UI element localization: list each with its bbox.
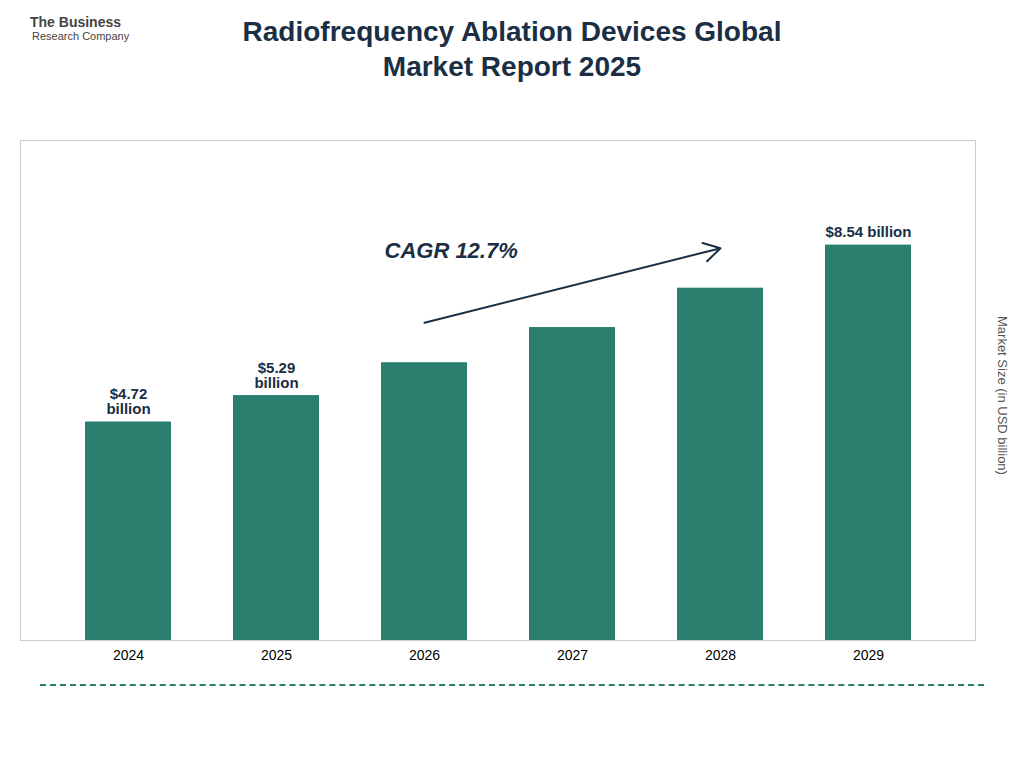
svg-text:$5.29billion: $5.29billion xyxy=(254,359,298,391)
svg-text:CAGR 12.7%: CAGR 12.7% xyxy=(385,238,518,263)
html-text:Research Company: Research Company xyxy=(32,30,130,42)
svg-text:2027: 2027 xyxy=(557,647,588,663)
svg-text:2029: 2029 xyxy=(853,647,884,663)
svg-text:2028: 2028 xyxy=(705,647,736,663)
html-text:Market Size (in USD billion): Market Size (in USD billion) xyxy=(994,315,1010,475)
svg-text:2026: 2026 xyxy=(409,647,440,663)
html-text:The Business: The Business xyxy=(30,14,121,30)
svg-text:$8.54 billion: $8.54 billion xyxy=(826,223,912,240)
svg-text:2024: 2024 xyxy=(113,647,144,663)
svg-text:$4.72billion: $4.72billion xyxy=(106,385,150,417)
html-text:Radiofrequency Ablation Device: Radiofrequency Ablation Devices Global M… xyxy=(242,16,782,82)
svg-text:2025: 2025 xyxy=(261,647,292,663)
